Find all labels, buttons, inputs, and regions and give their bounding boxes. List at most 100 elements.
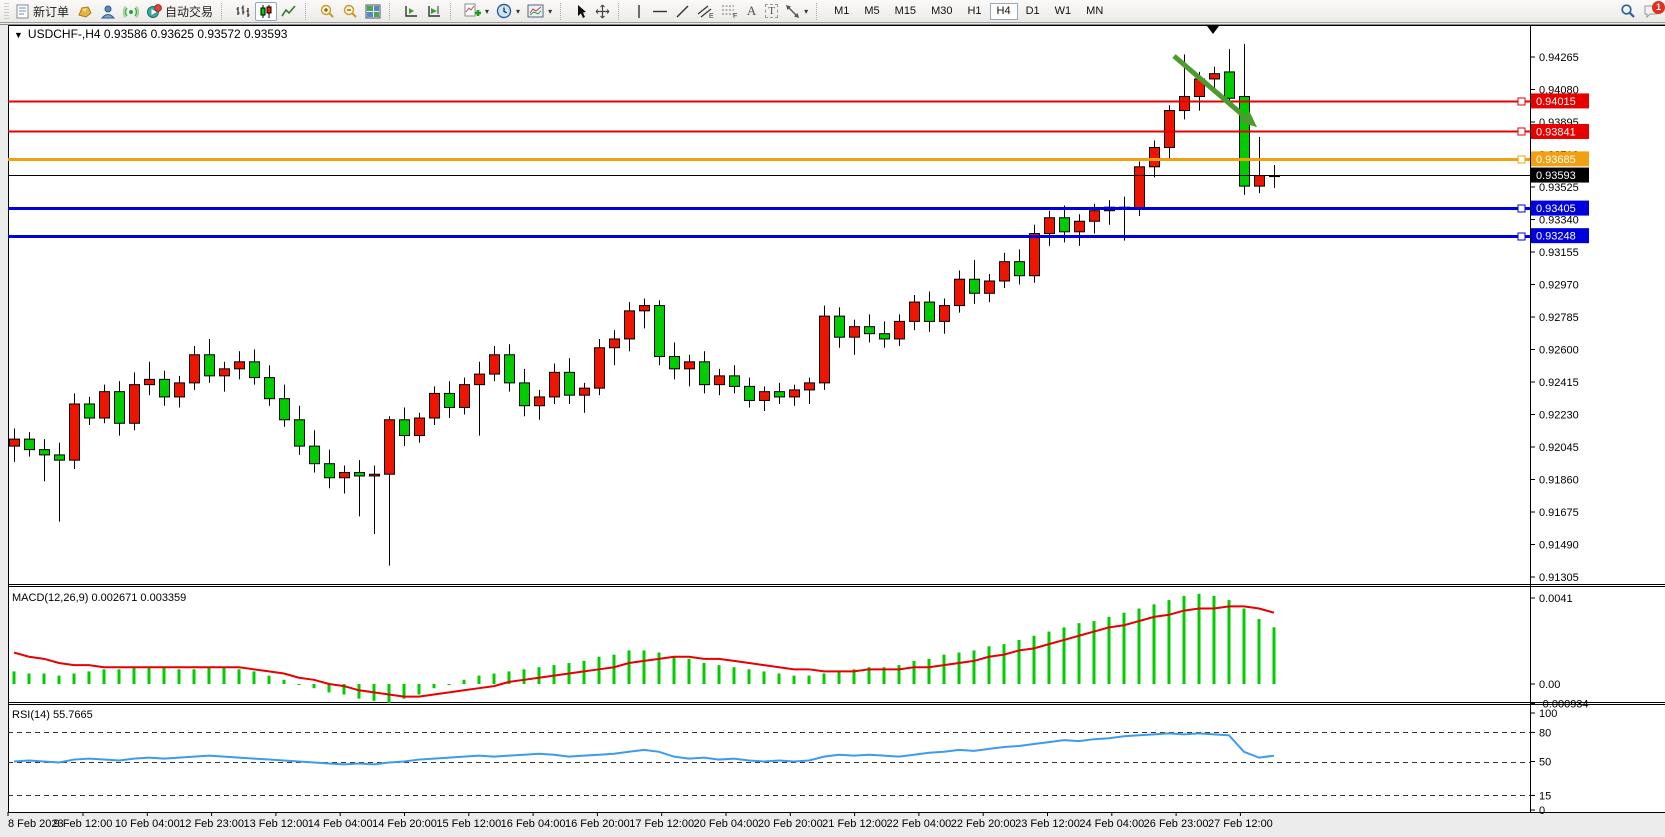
equidistant-channel-button[interactable]: E (694, 2, 717, 21)
new-order-button[interactable]: 新订单 (12, 2, 72, 21)
gold-symbol-button[interactable] (73, 2, 96, 21)
periods-button[interactable]: ▾ (493, 2, 523, 21)
auto-scroll-button[interactable] (423, 2, 445, 21)
price-badge (1531, 151, 1589, 167)
macd-histogram-bar (327, 684, 331, 693)
tile-windows-button[interactable] (362, 2, 384, 21)
chart-shift-button[interactable] (400, 2, 422, 21)
fibonacci-button[interactable]: F (718, 2, 741, 21)
vertical-line-button[interactable] (629, 2, 648, 21)
price-tick-label: 0.94265 (1539, 52, 1579, 64)
candle-down (654, 305, 665, 358)
date-label[interactable]: 27 Feb 12:00 (1208, 818, 1273, 830)
date-label[interactable]: 21 Feb 12:00 (822, 818, 887, 830)
macd-histogram-bar (402, 684, 406, 699)
macd-histogram-bar (342, 684, 346, 695)
macd-histogram-bar (357, 684, 361, 699)
timeframe-W1[interactable]: W1 (1048, 3, 1079, 20)
date-label[interactable]: 26 Feb 23:00 (1144, 818, 1209, 830)
candle-down (444, 392, 455, 408)
timeframe-M15[interactable]: M15 (888, 3, 923, 20)
date-label[interactable]: 13 Feb 12:00 (243, 818, 308, 830)
signals-button[interactable] (120, 2, 142, 21)
date-label[interactable]: 10 Feb 04:00 (115, 818, 180, 830)
macd-histogram-bar (1047, 631, 1051, 684)
date-label[interactable]: 20 Feb 20:00 (758, 818, 823, 830)
date-label[interactable]: 24 Feb 04:00 (1079, 818, 1144, 830)
candle-up (714, 375, 725, 386)
macd-histogram-bar (627, 650, 631, 684)
macd-histogram-bar (1212, 595, 1216, 684)
hline-handle[interactable] (1517, 155, 1526, 164)
timeframe-H1[interactable]: H1 (960, 3, 988, 20)
indicators-button[interactable]: ▾ (461, 2, 492, 21)
macd-histogram-bar (117, 669, 121, 684)
text-button[interactable]: A (742, 2, 761, 21)
macd-histogram-bar (852, 669, 856, 684)
candle-up (1164, 110, 1175, 148)
macd-histogram-bar (777, 673, 781, 684)
date-label[interactable]: 9 Feb 12:00 (54, 818, 113, 830)
macd-histogram-bar (1227, 600, 1231, 684)
macd-histogram-bar (1077, 623, 1081, 684)
candle-up (234, 361, 245, 370)
chart-shift-icon (405, 5, 418, 17)
date-label[interactable]: 8 Feb 2023 (8, 818, 64, 830)
macd-histogram-bar (57, 675, 61, 684)
date-label[interactable]: 22 Feb 20:00 (951, 818, 1016, 830)
hline-handle[interactable] (1517, 204, 1526, 213)
search-button[interactable] (1617, 2, 1639, 21)
channel-icon: E (697, 5, 714, 19)
candlestick-chart-button[interactable] (255, 1, 278, 21)
autotrade-button[interactable]: 自动交易 (143, 2, 216, 21)
date-label[interactable]: 14 Feb 20:00 (372, 818, 437, 830)
text-label-button[interactable]: T (762, 2, 781, 21)
trend-arrow[interactable] (1172, 54, 1247, 119)
zoom-in-button[interactable] (316, 2, 338, 21)
date-label[interactable]: 17 Feb 12:00 (629, 818, 694, 830)
date-label[interactable]: 20 Feb 04:00 (694, 818, 759, 830)
cursor-button[interactable] (571, 2, 591, 21)
notifications-button[interactable]: 1 (1640, 0, 1665, 21)
timeframe-M1[interactable]: M1 (827, 3, 856, 20)
chart-dropdown-icon[interactable]: ▼ (14, 30, 23, 40)
timeframe-D1[interactable]: D1 (1019, 3, 1047, 20)
horizontal-line-button[interactable] (649, 2, 671, 21)
templates-button[interactable]: ▾ (524, 2, 555, 21)
arrows-button[interactable]: ▾ (782, 2, 811, 21)
triangle-marker[interactable] (1207, 26, 1219, 34)
candle-down (1224, 71, 1235, 99)
candle-up (459, 384, 470, 408)
date-label[interactable]: 23 Feb 12:00 (1015, 818, 1080, 830)
date-label[interactable]: 15 Feb 12:00 (436, 818, 501, 830)
macd-histogram-bar (1137, 608, 1141, 684)
price-badge (1531, 167, 1589, 183)
zoom-out-button[interactable] (339, 2, 361, 21)
crosshair-button[interactable] (592, 2, 613, 21)
hline-handle[interactable] (1517, 97, 1526, 106)
date-label[interactable]: 22 Feb 04:00 (886, 818, 951, 830)
candle-down (309, 445, 320, 465)
macd-histogram-bar (252, 671, 256, 684)
toolbar: 新订单 自动交易 ▾ (0, 0, 1665, 23)
line-chart-button[interactable] (278, 2, 300, 21)
hline-handle[interactable] (1517, 232, 1526, 241)
date-label[interactable]: 14 Feb 04:00 (308, 818, 373, 830)
date-label[interactable]: 12 Feb 23:00 (179, 818, 244, 830)
bar-chart-button[interactable] (232, 2, 254, 21)
macd-histogram-bar (597, 656, 601, 684)
timeframe-M5[interactable]: M5 (857, 3, 886, 20)
date-label[interactable]: 16 Feb 04:00 (501, 818, 566, 830)
community-button[interactable] (97, 2, 119, 21)
timeframe-H4[interactable]: H4 (989, 2, 1018, 20)
trendline-button[interactable] (672, 2, 693, 21)
timeframe-M30[interactable]: M30 (924, 3, 959, 20)
date-label[interactable]: 16 Feb 20:00 (565, 818, 630, 830)
timeframe-MN[interactable]: MN (1079, 3, 1110, 20)
trend-arrow-head[interactable] (1240, 111, 1258, 128)
price-badge-label: 0.94015 (1536, 96, 1576, 108)
macd-histogram-bar (1167, 600, 1171, 684)
price-badge (1531, 200, 1589, 216)
hline-handle[interactable] (1517, 127, 1526, 136)
